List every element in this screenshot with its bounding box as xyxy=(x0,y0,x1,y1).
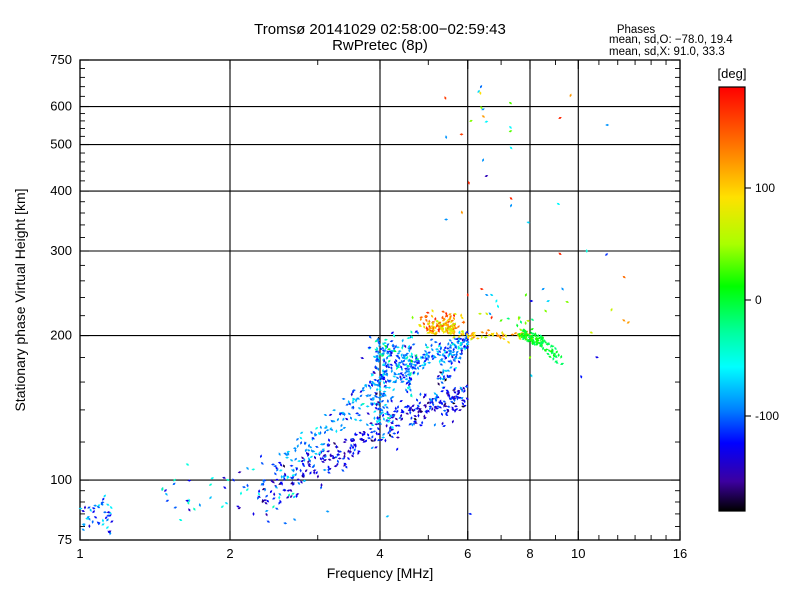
svg-text:75: 75 xyxy=(58,532,72,547)
svg-text:-100: -100 xyxy=(755,409,779,423)
svg-text:300: 300 xyxy=(50,243,72,258)
svg-text:400: 400 xyxy=(50,183,72,198)
svg-text:2: 2 xyxy=(226,546,233,561)
svg-text:Stationary phase Virtual Heigh: Stationary phase Virtual Height [km] xyxy=(12,188,28,411)
svg-text:100: 100 xyxy=(50,472,72,487)
svg-text:0: 0 xyxy=(755,293,762,307)
svg-text:10: 10 xyxy=(571,546,585,561)
svg-text:RwPretec (8p): RwPretec (8p) xyxy=(332,37,428,54)
svg-text:Frequency [MHz]: Frequency [MHz] xyxy=(327,565,434,581)
svg-text:8: 8 xyxy=(526,546,533,561)
svg-text:100: 100 xyxy=(755,181,775,195)
svg-text:600: 600 xyxy=(50,99,72,114)
svg-text:4: 4 xyxy=(376,546,383,561)
svg-text:mean, sd,O: −78.0, 19.4: mean, sd,O: −78.0, 19.4 xyxy=(609,34,733,46)
svg-text:1: 1 xyxy=(76,546,83,561)
svg-text:750: 750 xyxy=(50,52,72,67)
svg-text:mean, sd,X: 91.0, 33.3: mean, sd,X: 91.0, 33.3 xyxy=(609,46,725,58)
svg-text:200: 200 xyxy=(50,328,72,343)
svg-text:500: 500 xyxy=(50,137,72,152)
svg-text:Tromsø 20141029 02:58:00−02:59: Tromsø 20141029 02:58:00−02:59:43 xyxy=(254,21,506,38)
svg-text:6: 6 xyxy=(464,546,471,561)
svg-text:[deg]: [deg] xyxy=(718,66,747,81)
svg-text:16: 16 xyxy=(673,546,687,561)
